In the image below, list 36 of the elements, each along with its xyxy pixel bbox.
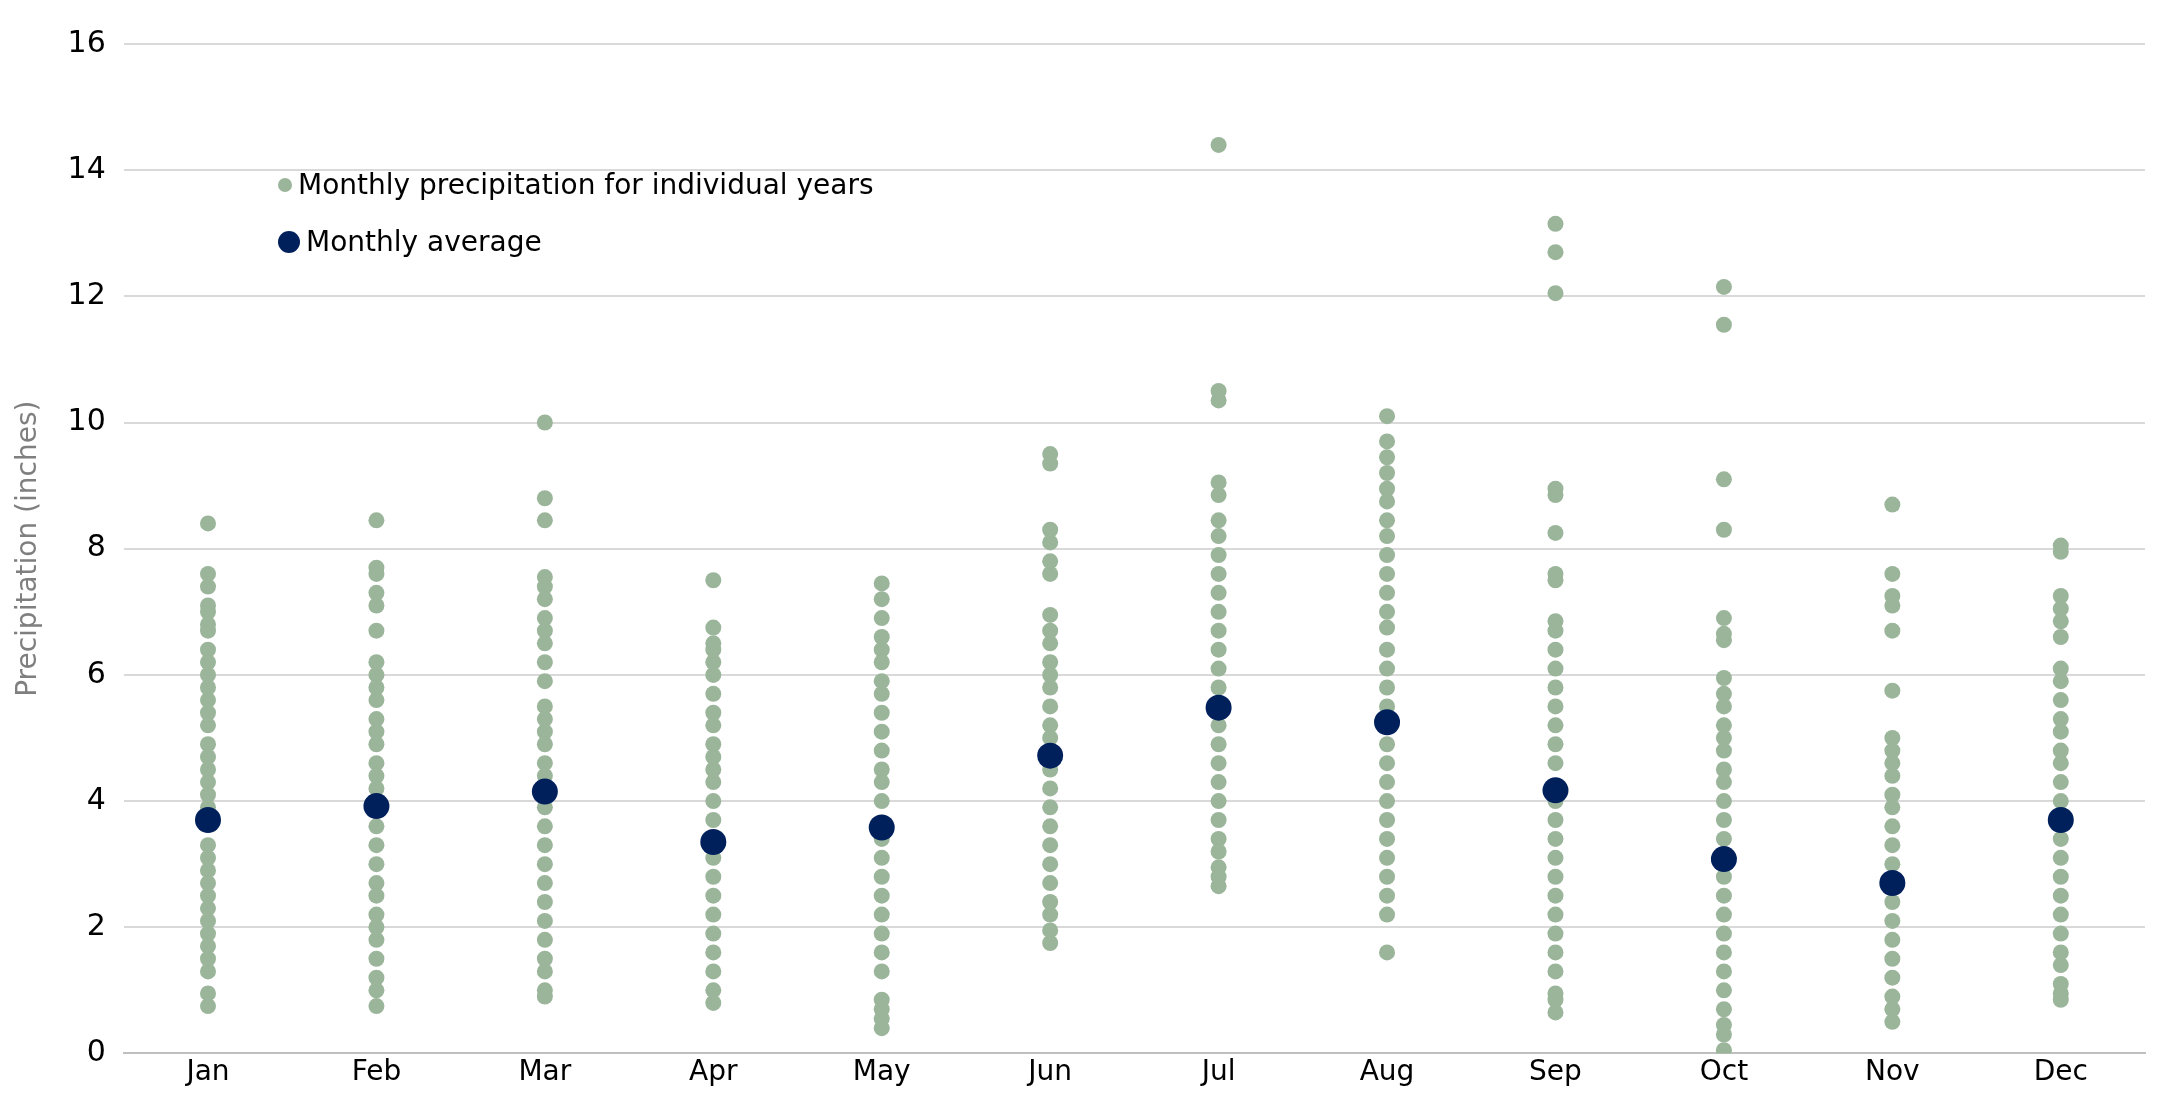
y-tick-label: 2 bbox=[86, 907, 106, 943]
x-tick-label: May bbox=[852, 1054, 911, 1088]
point bbox=[1205, 694, 1232, 721]
point bbox=[1542, 777, 1569, 804]
y-tick-label: 6 bbox=[86, 654, 106, 690]
x-tick-label: Jun bbox=[1026, 1054, 1073, 1088]
x-tick-label: Aug bbox=[1359, 1054, 1415, 1088]
x-tick-label: Jan bbox=[184, 1054, 230, 1088]
x-tick-label: Mar bbox=[518, 1054, 572, 1088]
point bbox=[2047, 806, 2074, 833]
legend-label: Monthly average bbox=[306, 225, 542, 258]
point bbox=[1710, 846, 1737, 873]
y-tick-label: 16 bbox=[67, 23, 106, 59]
x-tick-label: Feb bbox=[351, 1054, 402, 1088]
x-tick-label: Sep bbox=[1529, 1054, 1582, 1088]
point bbox=[1879, 870, 1906, 897]
x-tick-label: Apr bbox=[689, 1054, 738, 1088]
point bbox=[194, 806, 221, 833]
y-tick-label: 4 bbox=[86, 780, 106, 816]
y-tick-label: 12 bbox=[67, 276, 106, 312]
legend-label: Monthly precipitation for individual years bbox=[298, 168, 874, 201]
y-tick-label: 0 bbox=[86, 1033, 106, 1069]
y-tick-label: 14 bbox=[67, 149, 106, 185]
point bbox=[531, 778, 558, 805]
point bbox=[363, 793, 390, 820]
point bbox=[1374, 709, 1401, 736]
point bbox=[700, 829, 727, 856]
point bbox=[1037, 742, 1064, 769]
y-tick-label: 10 bbox=[67, 402, 106, 438]
y-axis-title: Precipitation (inches) bbox=[10, 400, 44, 697]
x-tick-label: Oct bbox=[1699, 1054, 1749, 1088]
y-tick-label: 8 bbox=[86, 528, 106, 564]
point bbox=[868, 814, 895, 841]
x-tick-label: Jul bbox=[1199, 1054, 1236, 1088]
x-tick-label: Nov bbox=[1865, 1054, 1920, 1088]
x-tick-label: Dec bbox=[2033, 1054, 2088, 1088]
